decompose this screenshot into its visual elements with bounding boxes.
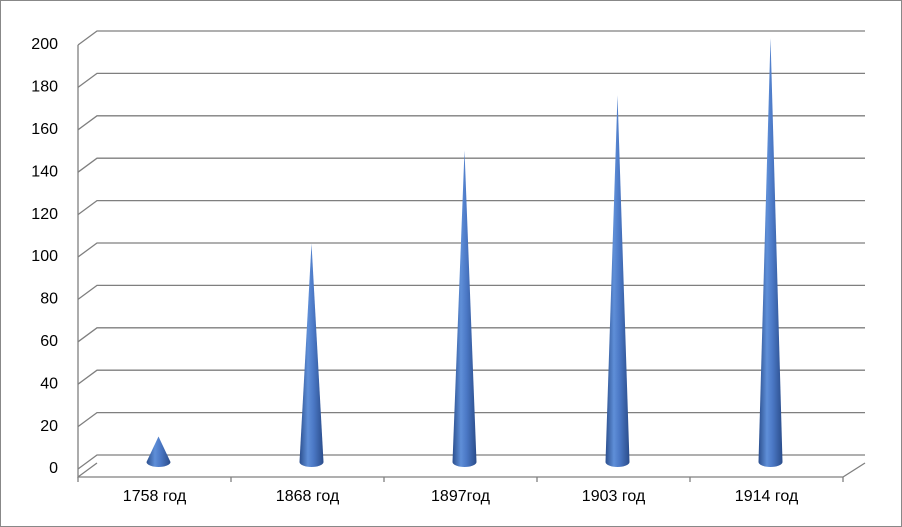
grid-line	[77, 115, 865, 131]
y-tick-label: 160	[31, 121, 58, 138]
x-tick-label: 1897год	[431, 488, 491, 505]
y-tick-label: 120	[31, 206, 58, 223]
y-tick-label: 60	[40, 333, 58, 350]
y-tick-label: 40	[40, 375, 58, 392]
cone	[758, 38, 783, 467]
cone	[146, 436, 171, 467]
y-tick-label: 80	[40, 291, 58, 308]
grid-line	[77, 284, 865, 300]
grid-line	[77, 242, 865, 258]
y-tick-label: 20	[40, 418, 58, 435]
x-tick-label: 1903 год	[582, 488, 646, 505]
cone	[452, 150, 477, 468]
cone	[299, 243, 324, 467]
y-tick-label: 0	[49, 460, 58, 477]
grid-line	[77, 157, 865, 173]
cone	[605, 95, 630, 468]
grid-line	[77, 30, 865, 46]
x-tick-label: 1914 год	[735, 488, 799, 505]
y-tick-label: 200	[31, 36, 58, 53]
y-tick-label: 100	[31, 248, 58, 265]
grid-line	[77, 199, 865, 216]
x-tick-label: 1868 год	[276, 488, 340, 505]
y-tick-label: 180	[31, 79, 58, 96]
x-tick-label: 1758 год	[123, 488, 187, 505]
y-tick-label: 140	[31, 163, 58, 180]
grid-line	[77, 72, 865, 88]
grid-line	[77, 327, 865, 343]
